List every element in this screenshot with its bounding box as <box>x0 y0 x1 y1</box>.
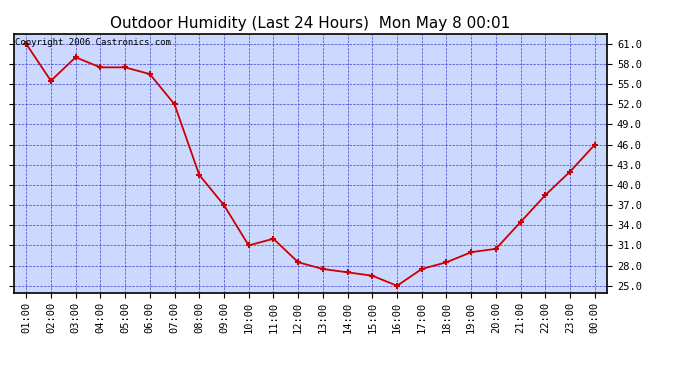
Title: Outdoor Humidity (Last 24 Hours)  Mon May 8 00:01: Outdoor Humidity (Last 24 Hours) Mon May… <box>110 16 511 31</box>
Text: Copyright 2006 Castronics.com: Copyright 2006 Castronics.com <box>15 38 171 46</box>
